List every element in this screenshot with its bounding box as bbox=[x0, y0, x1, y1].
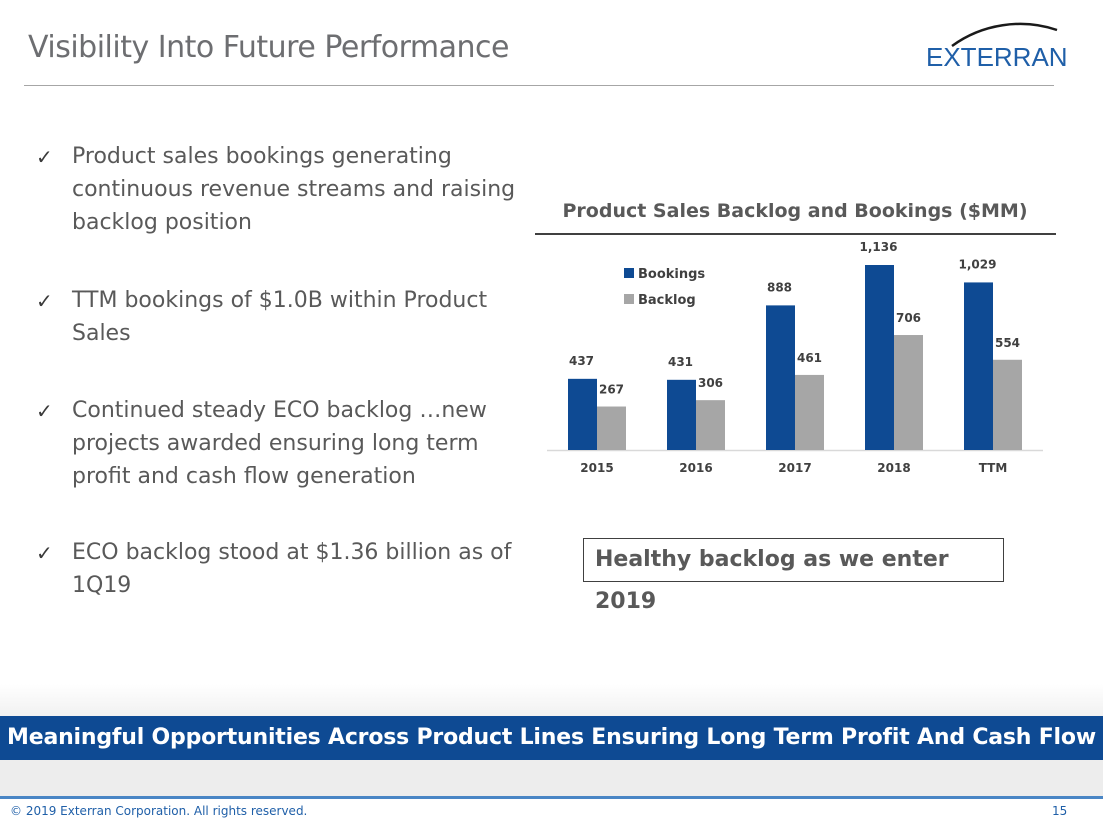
data-label: 1,136 bbox=[860, 240, 898, 254]
x-tick-label: 2017 bbox=[778, 461, 811, 475]
legend-label: Bookings bbox=[638, 267, 705, 282]
legend-swatch-bookings bbox=[624, 268, 634, 278]
bar-bookings bbox=[865, 265, 894, 450]
slide-title: Visibility Into Future Performance bbox=[28, 30, 509, 65]
copyright-text: © 2019 Exterran Corporation. All rights … bbox=[10, 804, 308, 818]
bar-backlog bbox=[597, 406, 626, 450]
bullet-text: Continued steady ECO backlog …new projec… bbox=[72, 398, 487, 489]
bullet-item: ✓ TTM bookings of $1.0B within Product S… bbox=[36, 284, 532, 350]
data-label: 437 bbox=[569, 354, 594, 368]
x-tick-label: TTM bbox=[979, 461, 1008, 475]
data-label: 306 bbox=[698, 376, 723, 390]
title-divider bbox=[24, 85, 1054, 86]
bar-bookings bbox=[667, 379, 696, 450]
bar-chart: 437 267 2015 431 306 2016 888 461 2017 1,136 706 20… bbox=[547, 240, 1043, 475]
logo-swoosh-icon bbox=[951, 22, 1058, 48]
bar-bookings bbox=[964, 282, 993, 450]
chart-title-divider bbox=[535, 233, 1056, 235]
legend-swatch-backlog bbox=[624, 294, 634, 304]
bullet-item: ✓ ECO backlog stood at $1.36 billion as … bbox=[36, 536, 532, 602]
banner-underlay bbox=[0, 760, 1103, 796]
x-tick-label: 2015 bbox=[580, 461, 613, 475]
bar-backlog bbox=[696, 400, 725, 450]
footer-divider bbox=[0, 796, 1103, 799]
data-label: 431 bbox=[668, 355, 693, 369]
bullet-text: TTM bookings of $1.0B within Product Sal… bbox=[72, 288, 488, 346]
callout-box: Healthy backlog as we enter 2019 bbox=[583, 538, 1004, 614]
x-tick-label: 2016 bbox=[679, 461, 712, 475]
banner-shadow bbox=[0, 684, 1103, 716]
data-label: 267 bbox=[599, 383, 624, 397]
data-label: 1,029 bbox=[959, 257, 997, 271]
bullet-text: ECO backlog stood at $1.36 billion as of… bbox=[72, 540, 512, 598]
bullet-item: ✓ Product sales bookings generating cont… bbox=[36, 140, 532, 239]
checkmark-icon: ✓ bbox=[36, 541, 53, 565]
legend-label: Backlog bbox=[638, 293, 696, 308]
data-label: 888 bbox=[767, 280, 792, 294]
chart-title: Product Sales Backlog and Bookings ($MM) bbox=[562, 200, 1028, 222]
company-logo: EXTERRAN bbox=[922, 18, 1068, 73]
bullet-text: Product sales bookings generating contin… bbox=[72, 144, 516, 235]
bar-bookings bbox=[568, 378, 597, 450]
checkmark-icon: ✓ bbox=[36, 145, 53, 169]
bar-bookings bbox=[766, 305, 795, 450]
logo-wordmark: EXTERRAN bbox=[926, 42, 1068, 72]
checkmark-icon: ✓ bbox=[36, 399, 53, 423]
page-number: 15 bbox=[1052, 804, 1068, 818]
bar-backlog bbox=[993, 359, 1022, 450]
bullet-item: ✓ Continued steady ECO backlog …new proj… bbox=[36, 394, 532, 493]
data-label: 554 bbox=[995, 336, 1020, 350]
bar-backlog bbox=[795, 374, 824, 450]
bottom-banner: Meaningful Opportunities Across Product … bbox=[0, 716, 1103, 760]
x-tick-label: 2018 bbox=[877, 461, 910, 475]
checkmark-icon: ✓ bbox=[36, 289, 53, 313]
data-label: 461 bbox=[797, 351, 822, 365]
data-label: 706 bbox=[896, 311, 921, 325]
bar-backlog bbox=[894, 335, 923, 450]
